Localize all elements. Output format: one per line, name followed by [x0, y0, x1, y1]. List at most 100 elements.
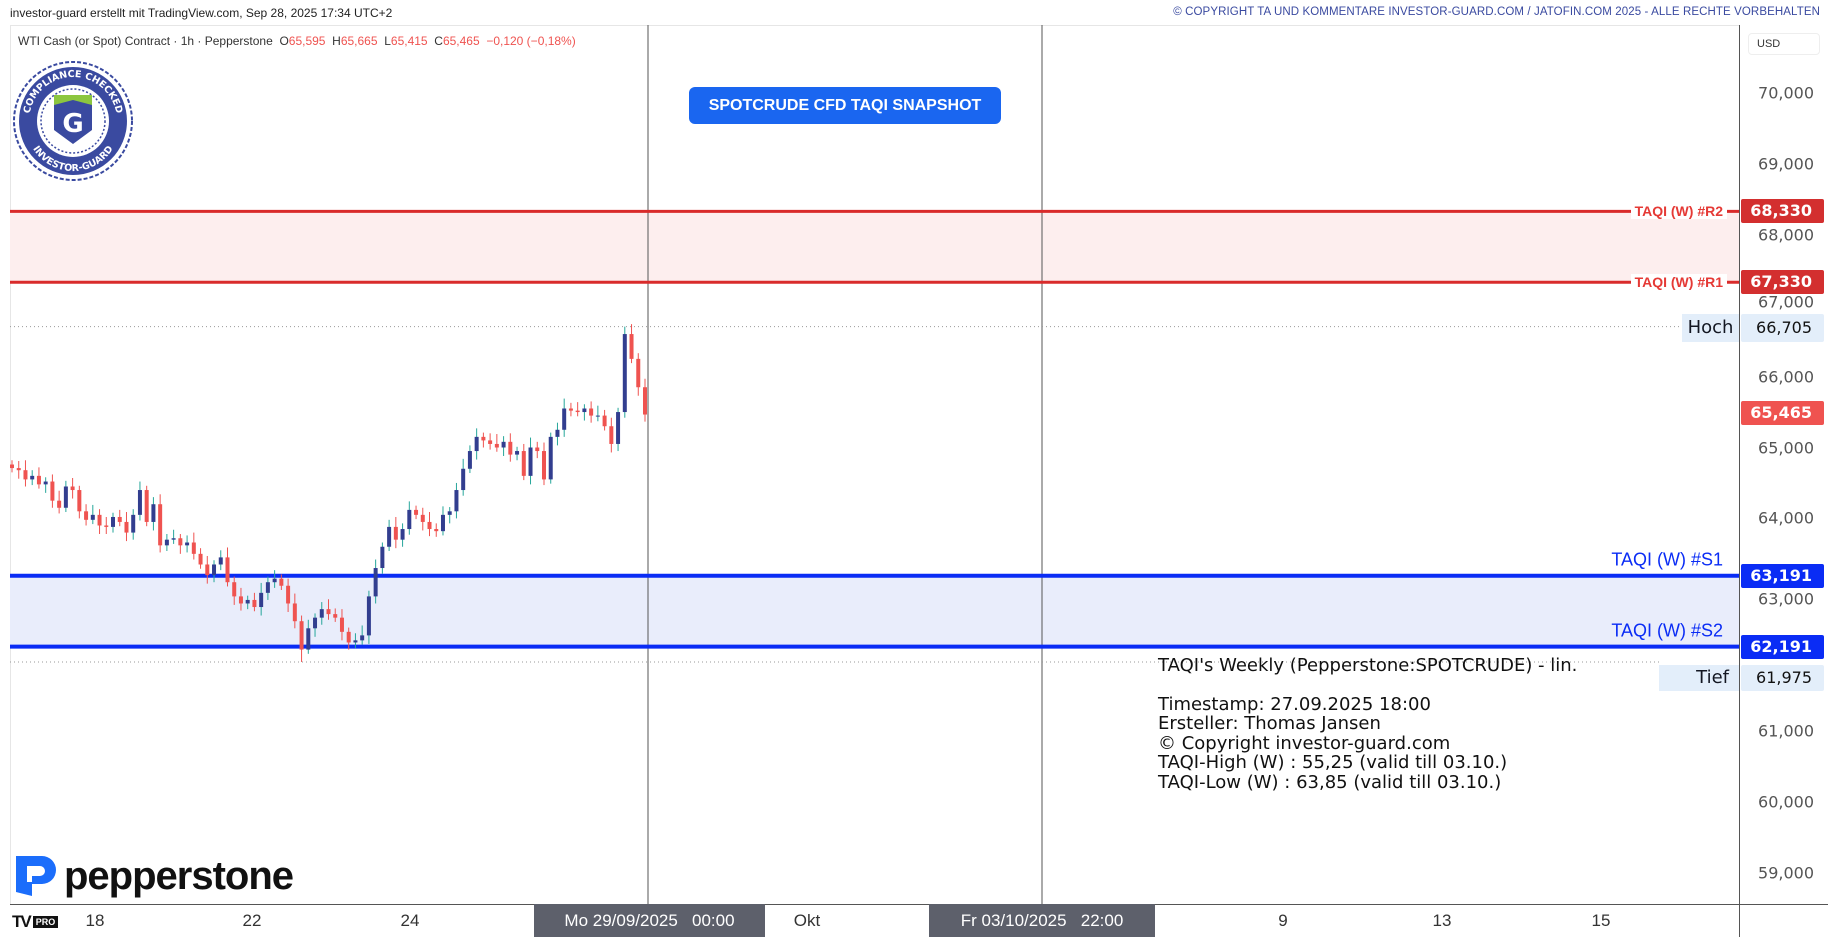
candle-down: [84, 511, 89, 520]
candle-down: [427, 521, 432, 530]
chart-pane[interactable]: [10, 25, 1739, 904]
candle-down: [333, 614, 338, 618]
snapshot-title-button[interactable]: SPOTCRUDE CFD TAQI SNAPSHOT: [689, 87, 1001, 124]
candle-down: [97, 514, 102, 526]
candle-down: [191, 542, 196, 554]
candle-down: [299, 621, 304, 650]
candle-down: [50, 481, 55, 501]
time-tick: 15: [1591, 911, 1611, 930]
candle-up: [218, 557, 223, 565]
open-value: 65,595: [288, 34, 326, 48]
candle-down: [494, 443, 499, 448]
candle-up: [400, 529, 405, 540]
low-price-tag: 61,975: [1741, 665, 1824, 691]
candle-down: [232, 582, 237, 597]
currency-selector[interactable]: USD: [1748, 33, 1820, 55]
candle-up: [63, 486, 68, 508]
candle-down: [252, 599, 257, 608]
candle-up: [212, 564, 217, 576]
candle-down: [70, 486, 75, 491]
candle-up: [454, 490, 459, 512]
time-tick: 22: [242, 911, 262, 930]
time-tick: 18: [85, 911, 105, 930]
candle-down: [124, 521, 129, 533]
candle-up: [111, 516, 116, 527]
time-marker-29-09: Mo 29/09/2025 00:00: [534, 904, 765, 937]
candle-down: [629, 334, 634, 359]
open-label: O: [279, 34, 289, 48]
candle-up: [306, 628, 311, 650]
candle-up: [185, 542, 190, 546]
candle-up: [380, 546, 385, 569]
price-tick: 66,000: [1758, 367, 1814, 387]
candle-down: [198, 553, 203, 565]
price-axis[interactable]: USD: [1739, 25, 1828, 937]
pro-badge: PRO: [32, 916, 59, 928]
low-label: L: [384, 34, 391, 48]
r2-label: TAQI (W) #R2: [1630, 203, 1727, 219]
change-value: −0,120 (−0,18%): [486, 34, 576, 48]
candle-up: [90, 514, 95, 520]
high-marker-label: Hoch: [1682, 314, 1739, 342]
candle-down: [488, 440, 493, 444]
info-taqi-high: TAQI-High (W) : 55,25 (valid till 03.10.…: [1158, 752, 1508, 773]
high-value: 65,665: [340, 34, 378, 48]
candle-down: [178, 538, 183, 546]
candle-down: [326, 609, 331, 615]
price-tick: 61,000: [1758, 721, 1814, 741]
s1-price-tag: 63,191: [1741, 564, 1824, 588]
candle-down: [535, 447, 540, 452]
candle-down: [117, 516, 122, 522]
candle-up: [151, 504, 156, 522]
candle-down: [23, 470, 28, 480]
time-axis[interactable]: [10, 904, 1828, 937]
info-title: TAQI's Weekly (Pepperstone:SPOTCRUDE) - …: [1158, 655, 1578, 676]
candle-down: [36, 475, 41, 485]
low-value: 65,415: [390, 34, 428, 48]
candle-up: [555, 429, 560, 437]
s1-label: TAQI (W) #S1: [1611, 549, 1723, 570]
candle-up: [548, 436, 553, 480]
candle-up: [137, 490, 142, 515]
candle-down: [575, 410, 580, 413]
candle-down: [346, 631, 351, 643]
time-marker-03-10: Fr 03/10/2025 22:00: [929, 904, 1155, 937]
compliance-seal-logo: G COMPLIANCE CHECKED INVESTOR-GUARD: [12, 60, 134, 182]
s2-price-tag: 62,191: [1741, 635, 1824, 659]
candle-up: [616, 412, 621, 444]
price-tick: 63,000: [1758, 589, 1814, 609]
candle-down: [568, 408, 573, 411]
candle-up: [595, 415, 600, 417]
candle-down: [434, 529, 439, 532]
candle-down: [636, 358, 641, 388]
tradingview-logo: TV PRO: [12, 912, 59, 932]
high-price-tag: 66,705: [1741, 314, 1824, 342]
support-zone: [10, 575, 1739, 647]
candle-down: [57, 500, 62, 508]
price-tick: 68,000: [1758, 225, 1814, 245]
symbol-legend: WTI Cash (or Spot) Contract · 1h · Peppe…: [18, 34, 576, 48]
candle-up: [562, 408, 567, 430]
candle-up: [440, 514, 445, 532]
close-label: C: [434, 34, 443, 48]
s2-label: TAQI (W) #S2: [1611, 620, 1723, 641]
candle-up: [447, 511, 452, 515]
candle-up: [407, 509, 412, 530]
candle-down: [609, 426, 614, 444]
candle-down: [339, 617, 344, 632]
price-tick: 70,000: [1758, 83, 1814, 103]
candle-down: [238, 596, 243, 604]
candle-down: [279, 578, 284, 586]
candle-down: [481, 436, 486, 441]
candle-up: [171, 538, 176, 540]
info-taqi-low: TAQI-Low (W) : 63,85 (valid till 03.10.): [1158, 771, 1502, 793]
candle-down: [286, 585, 291, 604]
candle-down: [589, 408, 594, 416]
candle-down: [393, 526, 398, 540]
candle-up: [245, 599, 250, 604]
info-copyright: © Copyright investor-guard.com: [1158, 732, 1451, 754]
last-price-tag: 65,465: [1741, 401, 1824, 425]
price-tick: 60,000: [1758, 792, 1814, 812]
candle-up: [622, 334, 627, 413]
